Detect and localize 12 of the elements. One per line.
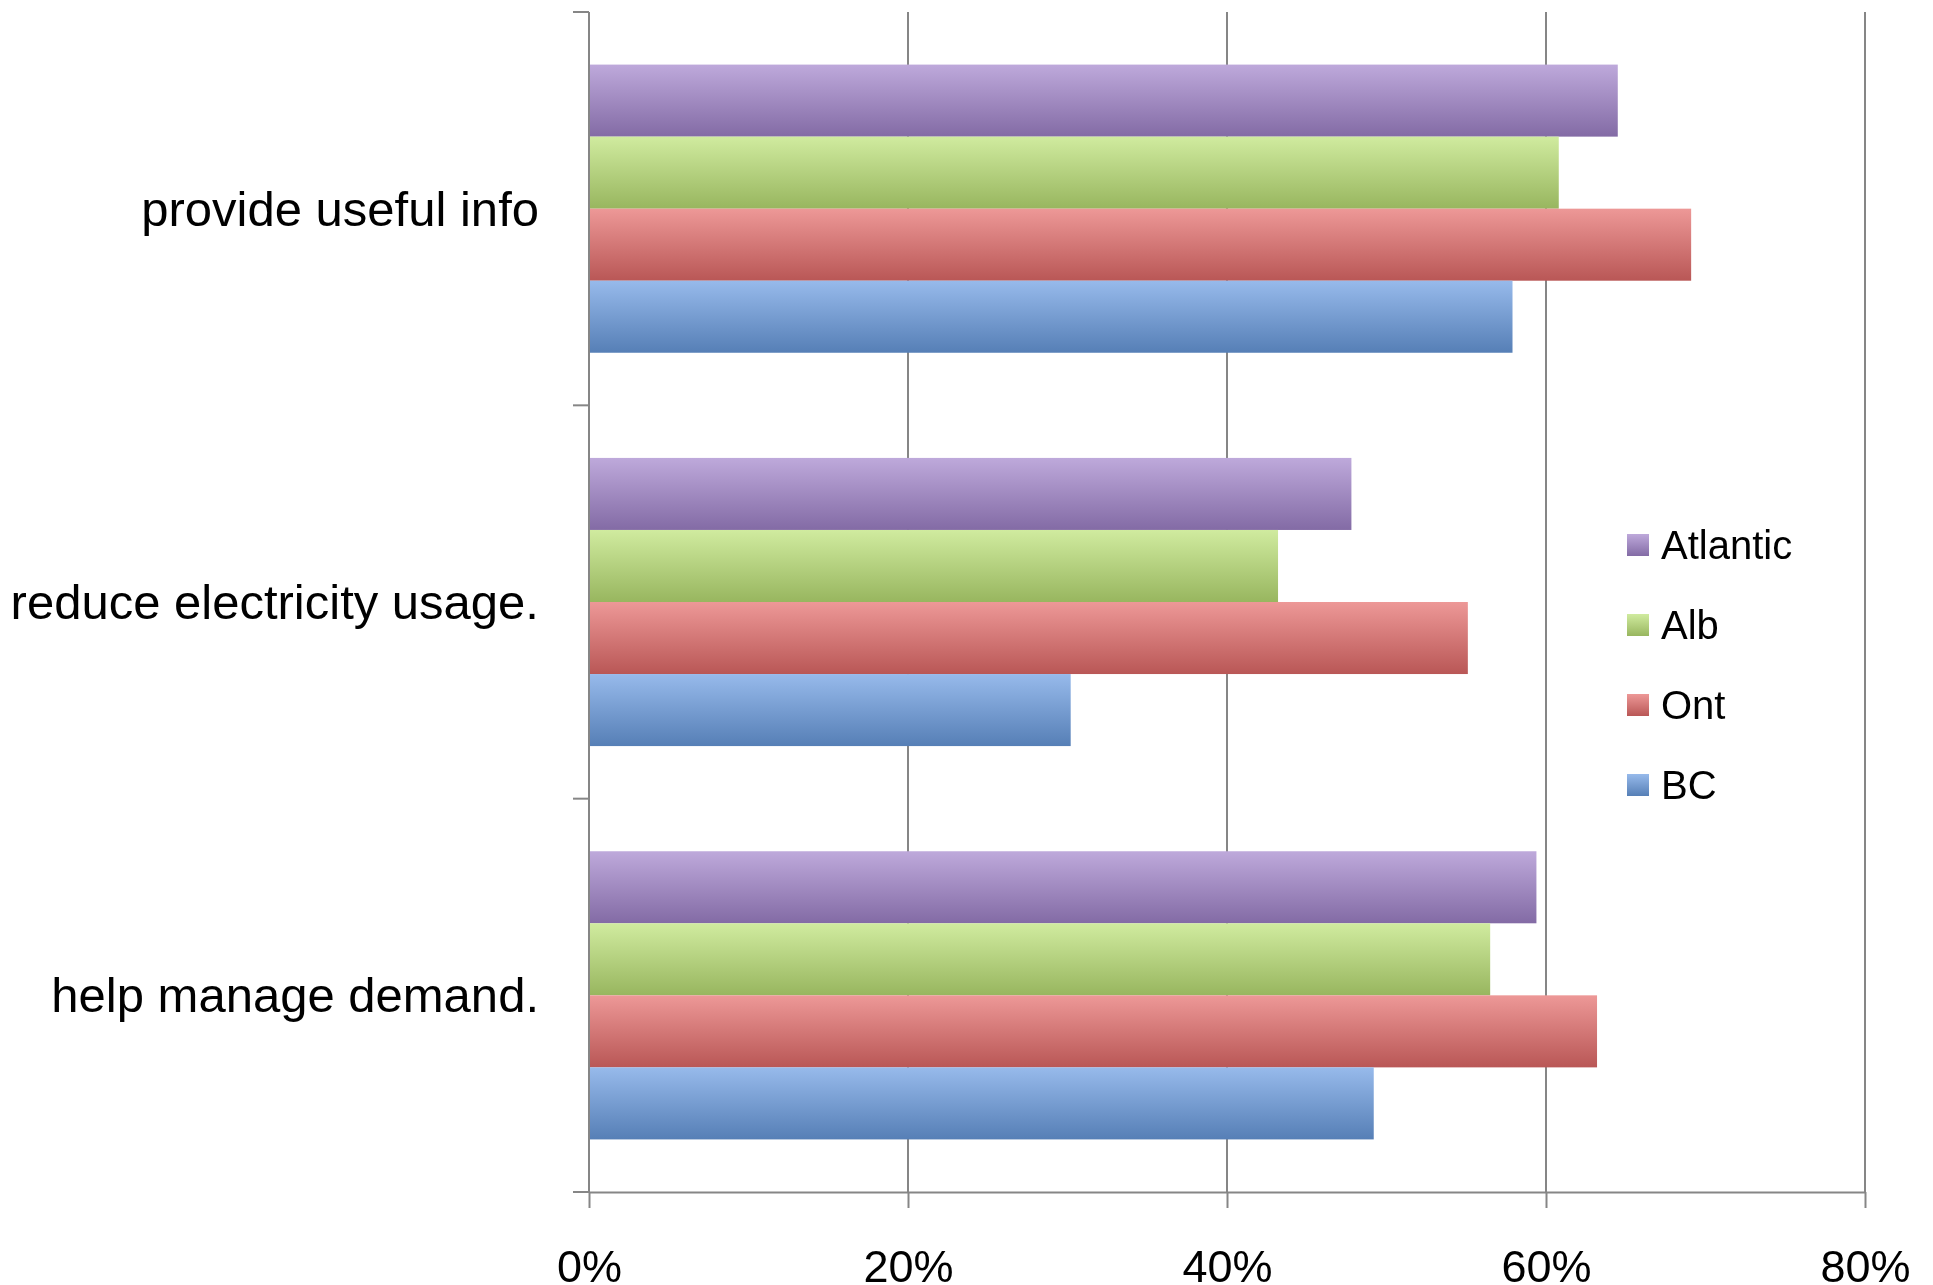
legend-label: Ont bbox=[1661, 683, 1726, 727]
legend-label: BC bbox=[1661, 763, 1717, 807]
y-tick-label: provide useful info bbox=[141, 181, 539, 236]
x-tick-label: 80% bbox=[1820, 1240, 1911, 1285]
x-tick-label: 0% bbox=[556, 1240, 623, 1285]
legend-label: Atlantic bbox=[1661, 523, 1793, 567]
y-tick-label: help manage demand. bbox=[51, 968, 539, 1023]
y-tick-label: reduce electricity usage. bbox=[10, 575, 539, 629]
x-tick-label: 40% bbox=[1182, 1240, 1273, 1285]
legend-label: Alb bbox=[1661, 603, 1719, 647]
x-tick-label: 20% bbox=[863, 1240, 954, 1285]
x-tick-label: 60% bbox=[1501, 1240, 1592, 1285]
